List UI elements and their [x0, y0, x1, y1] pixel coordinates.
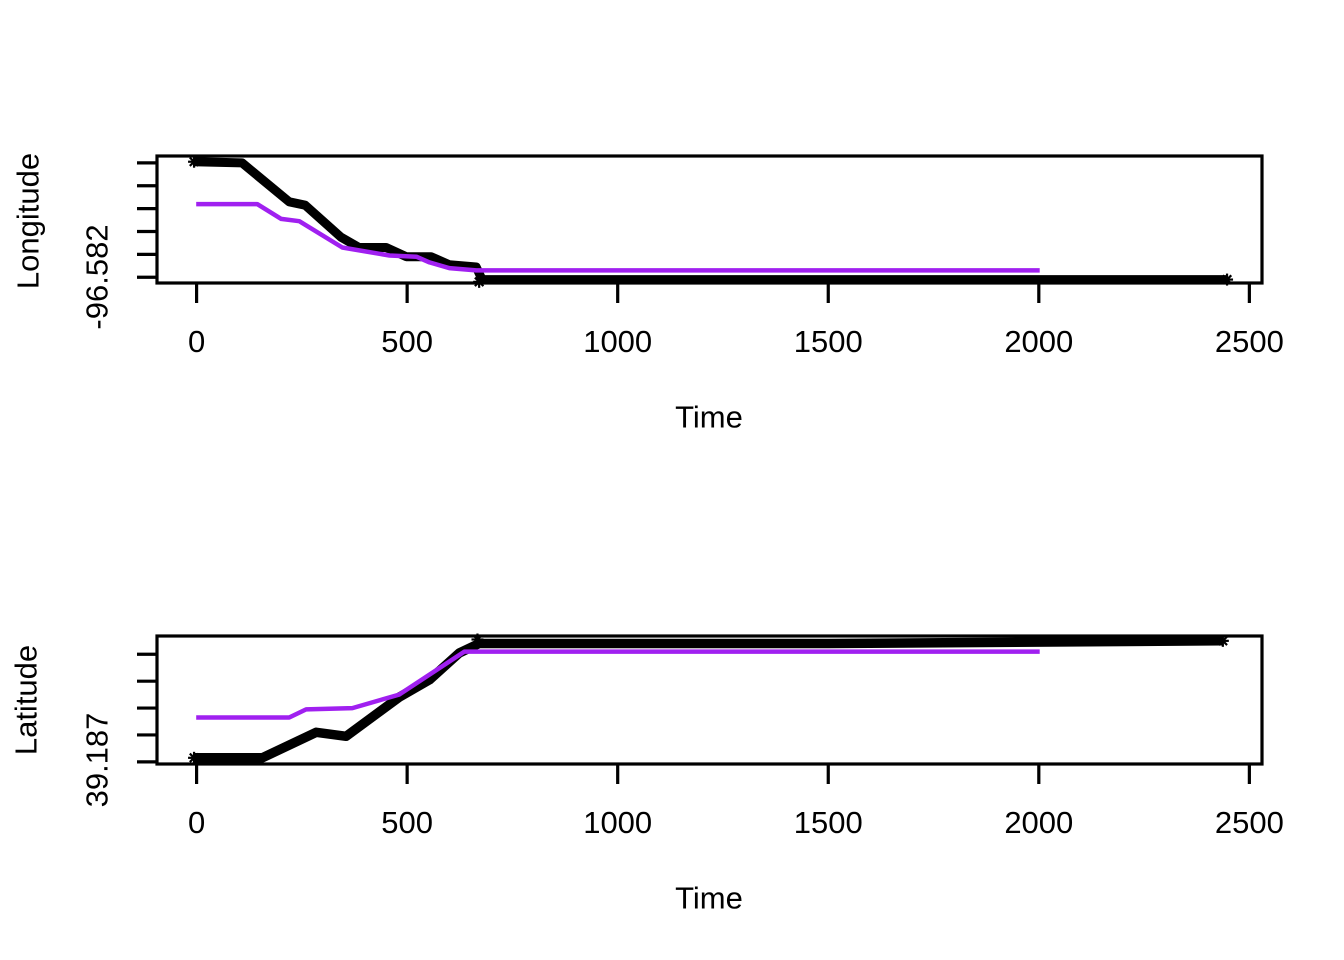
x-tick-label: 0 — [188, 324, 205, 359]
x-tick-label: 2000 — [1004, 805, 1073, 840]
x-tick-label: 2500 — [1215, 324, 1284, 359]
x-tick-label: 2000 — [1004, 324, 1073, 359]
series-line-purple-track — [196, 649, 1040, 720]
x-tick-label: 1000 — [583, 805, 652, 840]
x-tick-label: 2500 — [1215, 805, 1284, 840]
y-axis-title-latitude: Latitude — [8, 644, 44, 756]
x-tick-label: 1000 — [583, 324, 652, 359]
y-tick-label-latitude: 39.187 — [79, 712, 115, 808]
x-axis-title-time-top: Time — [675, 399, 743, 435]
x-axis-title-time-bottom: Time — [675, 880, 743, 916]
series-line-purple-track — [196, 201, 1040, 273]
x-tick-label: 1500 — [794, 324, 863, 359]
point-marker — [189, 752, 200, 763]
point-marker — [189, 156, 200, 167]
x-tick-label: 500 — [381, 324, 433, 359]
x-tick-label: 0 — [188, 805, 205, 840]
series-line-black-track — [194, 636, 1223, 763]
plot-box — [155, 154, 1264, 285]
x-tick-label: 500 — [381, 805, 433, 840]
x-tick-label: 1500 — [794, 805, 863, 840]
point-marker — [1217, 635, 1228, 646]
y-axis-title-longitude: Longitude — [10, 152, 46, 290]
plot-box — [155, 634, 1264, 766]
series-line-black-track — [193, 157, 1227, 285]
y-tick-label-longitude: -96.582 — [79, 224, 115, 330]
